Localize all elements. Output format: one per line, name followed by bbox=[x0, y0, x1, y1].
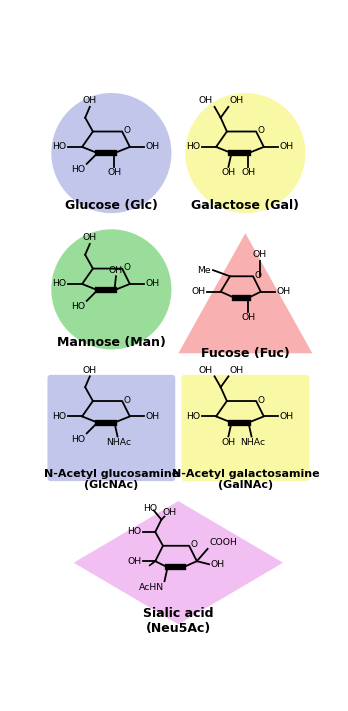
Text: Mannose (Man): Mannose (Man) bbox=[57, 336, 166, 348]
Text: OH: OH bbox=[83, 233, 97, 242]
Text: HO: HO bbox=[53, 412, 67, 421]
Text: OH: OH bbox=[230, 366, 244, 375]
Text: HO: HO bbox=[71, 435, 85, 444]
Text: OH: OH bbox=[191, 287, 205, 296]
Text: OH: OH bbox=[83, 366, 97, 375]
Text: OH: OH bbox=[253, 250, 267, 260]
Text: OH: OH bbox=[109, 266, 123, 274]
Text: NHAc: NHAc bbox=[240, 438, 266, 447]
Text: Sialic acid
(Neu5Ac): Sialic acid (Neu5Ac) bbox=[143, 607, 214, 636]
Polygon shape bbox=[178, 233, 313, 353]
Text: O: O bbox=[258, 396, 265, 405]
Text: OH: OH bbox=[242, 169, 255, 178]
Text: HO: HO bbox=[187, 142, 201, 151]
Text: OH: OH bbox=[276, 287, 290, 296]
Text: HO: HO bbox=[53, 142, 67, 151]
Text: OH: OH bbox=[242, 314, 255, 322]
Text: N-Acetyl galactosamine
(GalNAc): N-Acetyl galactosamine (GalNAc) bbox=[172, 469, 319, 491]
Text: O: O bbox=[124, 127, 131, 135]
Text: OH: OH bbox=[199, 366, 213, 375]
FancyBboxPatch shape bbox=[47, 375, 175, 481]
Text: NHAc: NHAc bbox=[106, 438, 132, 447]
Text: OH: OH bbox=[145, 412, 159, 421]
Text: HO: HO bbox=[53, 279, 67, 289]
Text: OH: OH bbox=[145, 279, 159, 289]
Circle shape bbox=[51, 230, 172, 349]
Text: O: O bbox=[124, 263, 131, 272]
Text: HO: HO bbox=[71, 166, 85, 174]
Text: HO: HO bbox=[143, 504, 157, 513]
Text: Glucose (Glc): Glucose (Glc) bbox=[65, 199, 158, 213]
Text: OH: OH bbox=[127, 557, 141, 566]
Circle shape bbox=[51, 93, 172, 213]
Text: O: O bbox=[258, 127, 265, 135]
Circle shape bbox=[185, 93, 306, 213]
Text: O: O bbox=[255, 271, 262, 280]
Text: OH: OH bbox=[279, 142, 293, 151]
Text: Fucose (Fuc): Fucose (Fuc) bbox=[201, 347, 290, 360]
Text: OH: OH bbox=[83, 96, 97, 105]
Text: N-Acetyl glucosamine
(GlcNAc): N-Acetyl glucosamine (GlcNAc) bbox=[44, 469, 179, 491]
Polygon shape bbox=[74, 501, 283, 624]
Text: AcHN: AcHN bbox=[139, 583, 164, 592]
Text: O: O bbox=[191, 540, 198, 549]
Text: O: O bbox=[124, 396, 131, 405]
Text: OH: OH bbox=[211, 560, 225, 569]
Text: HO: HO bbox=[127, 528, 141, 536]
Text: HO: HO bbox=[187, 412, 201, 421]
Text: OH: OH bbox=[221, 438, 236, 447]
Text: OH: OH bbox=[221, 169, 236, 178]
FancyBboxPatch shape bbox=[181, 375, 309, 481]
Text: COOH: COOH bbox=[209, 538, 237, 547]
Text: OH: OH bbox=[279, 412, 293, 421]
Text: OH: OH bbox=[163, 508, 177, 516]
Text: OH: OH bbox=[145, 142, 159, 151]
Text: OH: OH bbox=[199, 96, 213, 105]
Text: HO: HO bbox=[71, 302, 85, 311]
Text: OH: OH bbox=[230, 96, 244, 105]
Text: OH: OH bbox=[108, 169, 121, 178]
Text: Me: Me bbox=[197, 266, 211, 274]
Text: Galactose (Gal): Galactose (Gal) bbox=[191, 199, 299, 213]
